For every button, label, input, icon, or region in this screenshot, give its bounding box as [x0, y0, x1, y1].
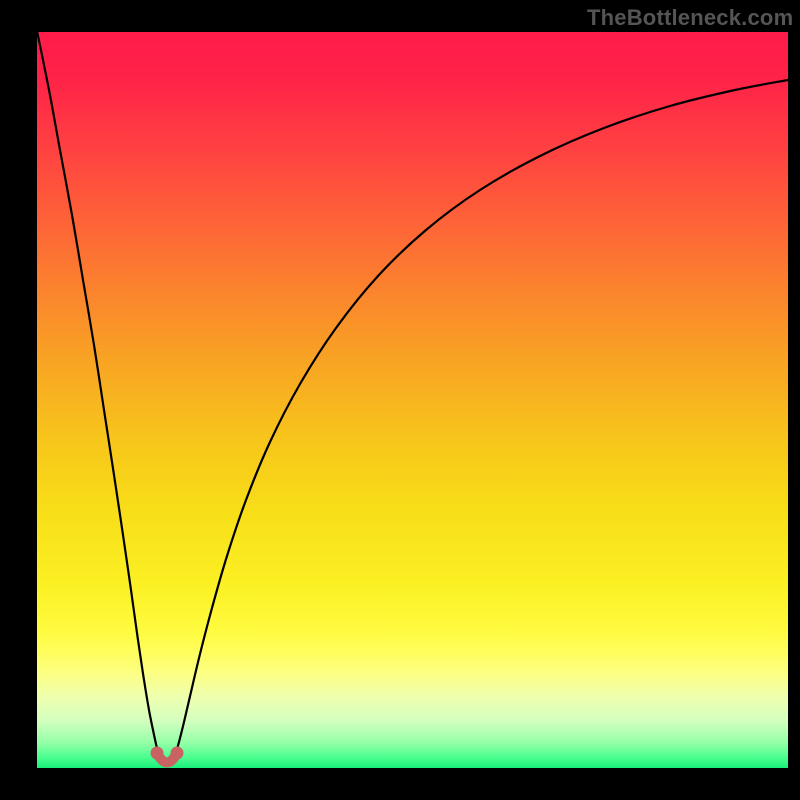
frame-border	[0, 768, 800, 800]
gradient-plot-area	[37, 32, 788, 768]
bottleneck-chart	[0, 0, 800, 800]
watermark-text: TheBottleneck.com	[587, 5, 793, 31]
optimal-marker-dot	[151, 747, 164, 760]
frame-border	[788, 0, 800, 800]
optimal-marker-dot	[171, 747, 184, 760]
frame-border	[0, 0, 37, 800]
